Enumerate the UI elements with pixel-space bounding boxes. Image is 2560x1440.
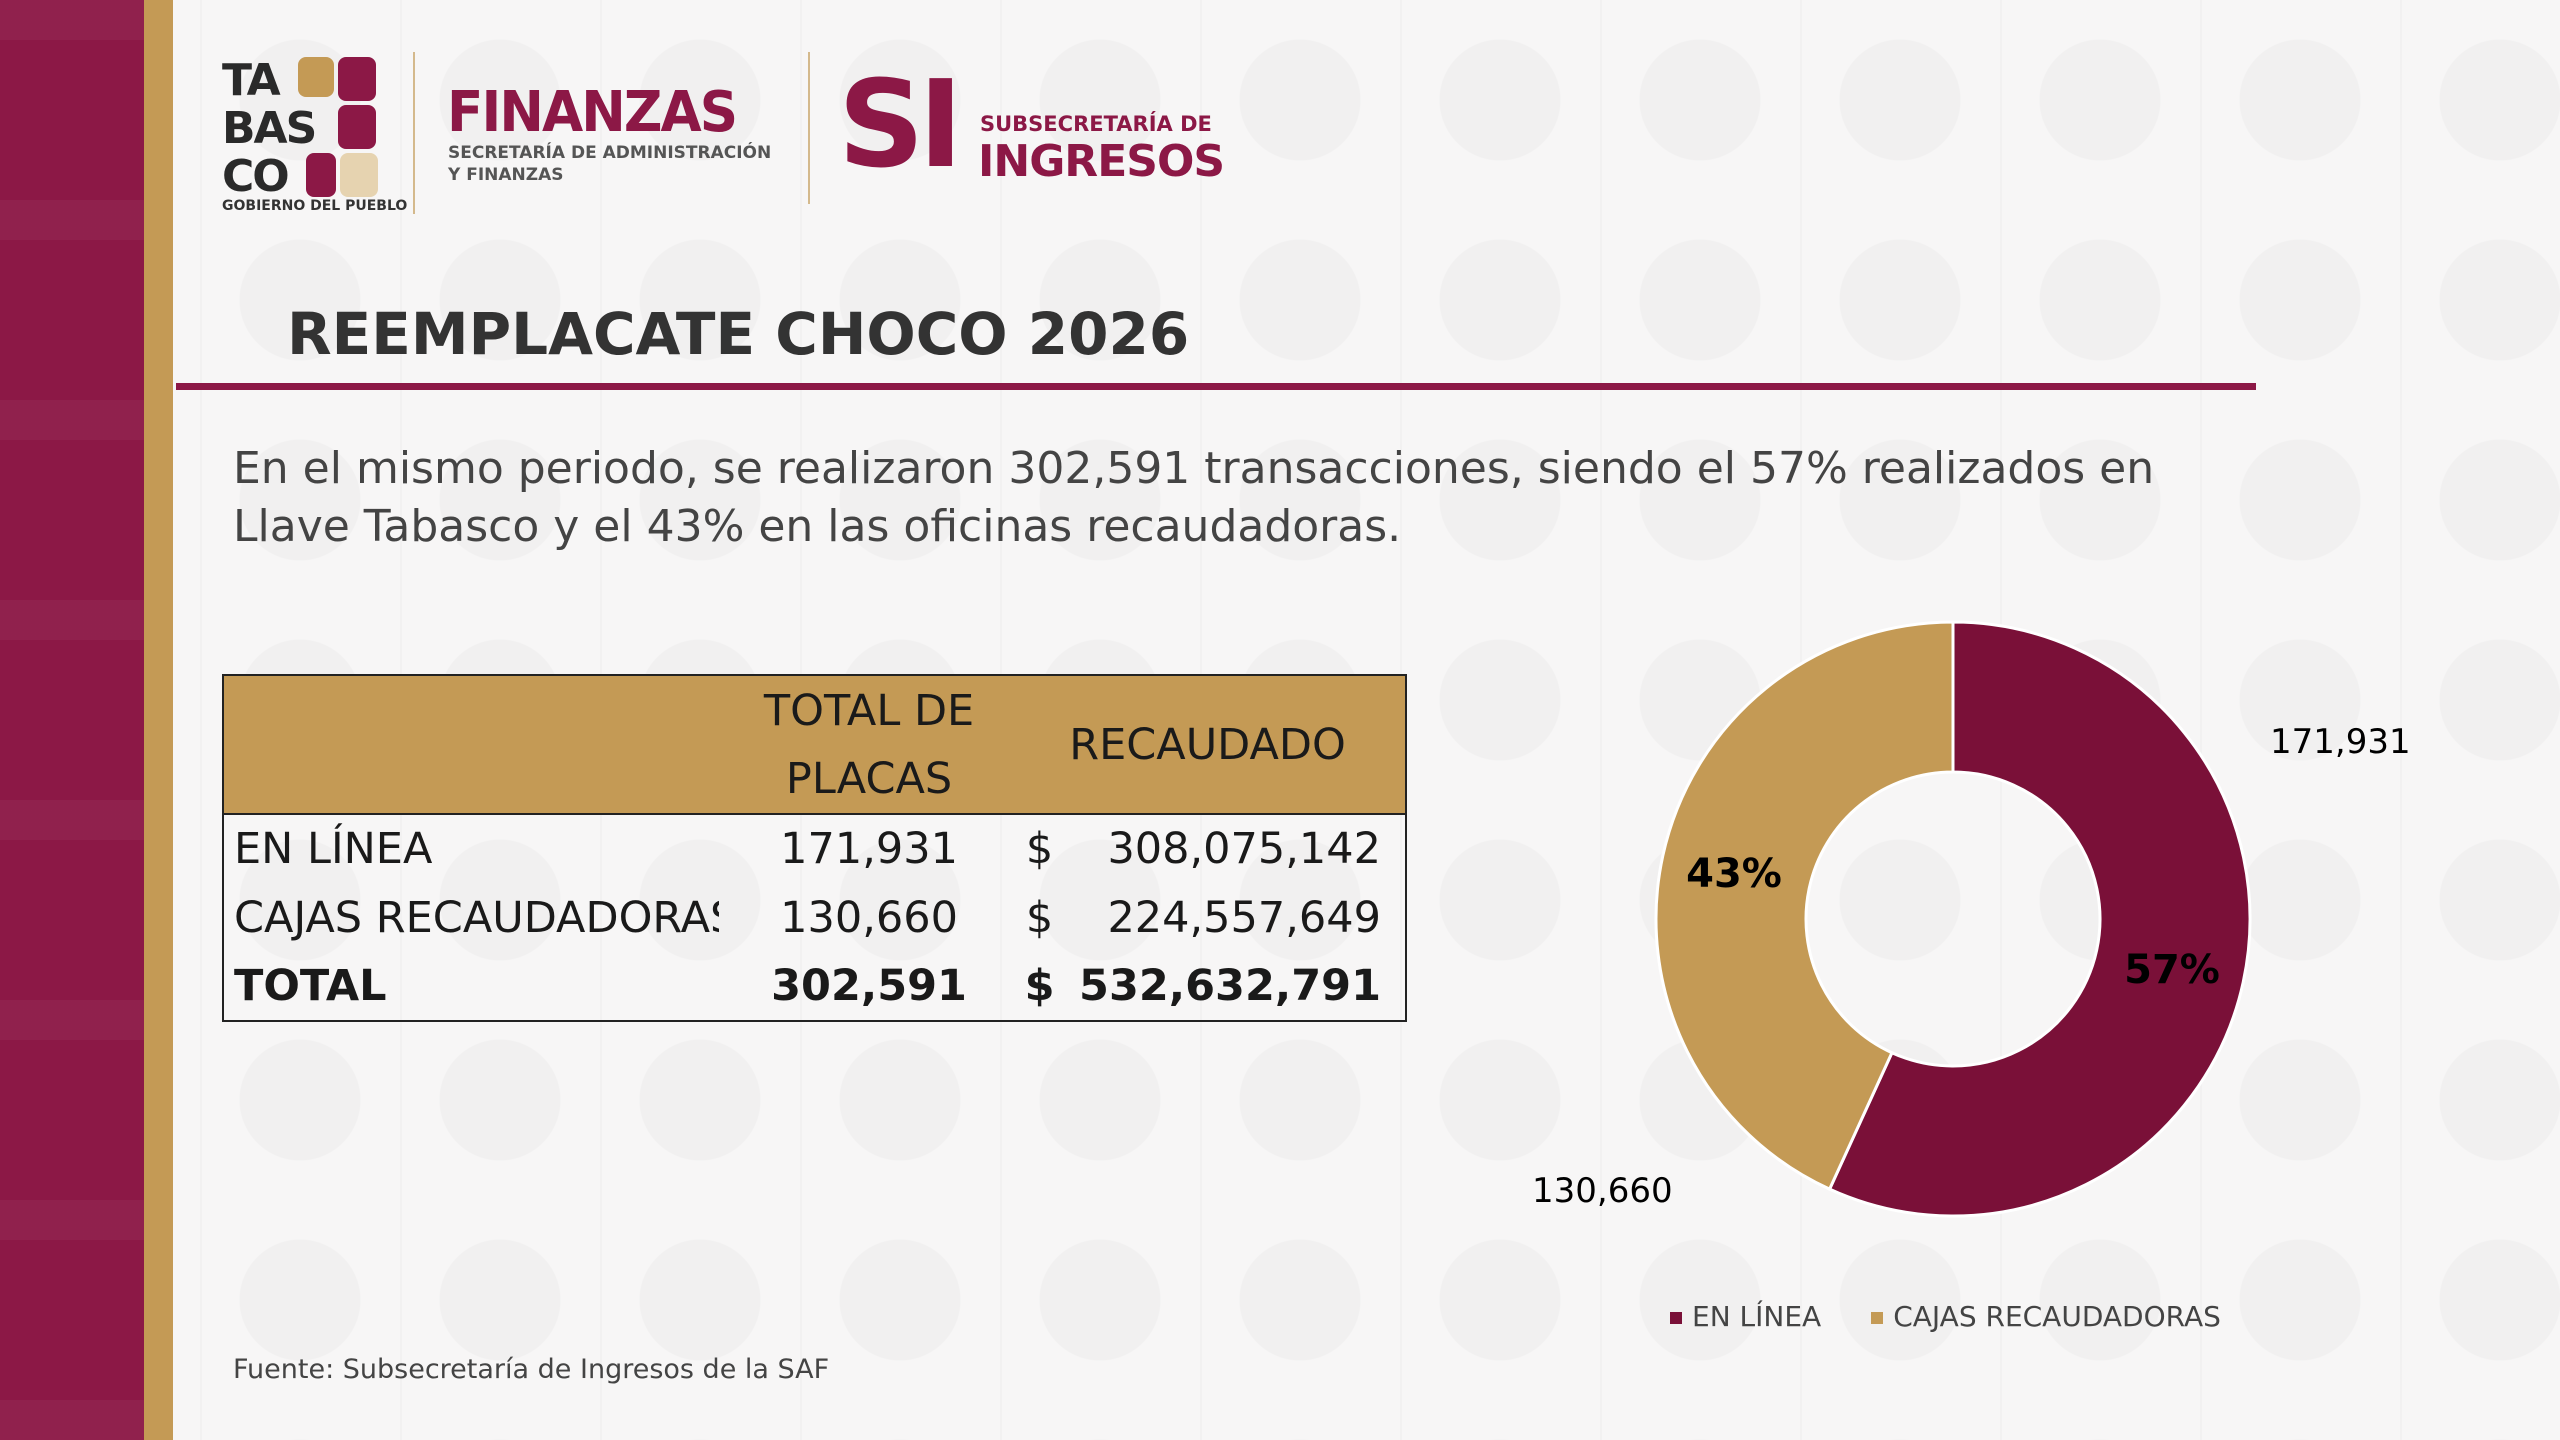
legend-swatch [1871,1312,1884,1324]
row-placas: 130,660 [780,892,958,943]
total-currency: $ [1024,961,1055,1011]
finanzas-subtitle: SECRETARÍA DE ADMINISTRACIÓN Y FINANZAS [448,142,771,186]
percent-label-en-linea: 57% [2124,947,2220,993]
legend-label: CAJAS RECAUDADORAS [1893,1300,2221,1333]
logo-line: BAS [222,103,317,154]
percent-label-cajas: 43% [1686,851,1782,897]
description: En el mismo periodo, se realizaron 302,5… [233,443,2155,552]
title-rule [176,383,2256,390]
logo-line: TA [222,55,281,106]
row-recaudado: 308,075,142 [1107,824,1381,874]
slice-cajas [1654,620,1955,1192]
row-recaudado: 224,557,649 [1107,892,1381,943]
table-row: CAJAS RECAUDADORAS 130,660 $ 224,557,649 [223,883,1406,952]
finanzas-sub1: SECRETARÍA DE ADMINISTRACIÓN [448,143,772,163]
divider [413,52,415,214]
table-header: TOTAL DE PLACAS RECAUDADO [223,675,1406,815]
header-recaudado: RECAUDADO [1010,675,1406,815]
value-label-en-linea: 171,931 [2270,722,2411,762]
header-placas: TOTAL DE PLACAS [728,675,1011,815]
chart-legend: EN LÍNEA CAJAS RECAUDADORAS [1670,1300,2221,1333]
gold-strip [144,0,173,1440]
legend-item-en-linea: EN LÍNEA [1670,1300,1821,1333]
total-placas: 302,591 [771,961,967,1011]
value-label-cajas: 130,660 [1532,1171,1673,1211]
table-total-row: TOTAL 302,591 $ 532,632,791 [223,952,1406,1021]
si-line1: SUBSECRETARÍA DE [980,112,1212,136]
row-currency: $ [1025,824,1054,874]
row-currency: $ [1025,892,1054,943]
logo-line: CO [222,151,290,202]
legend-swatch [1670,1312,1682,1324]
row-placas: 171,931 [780,824,958,874]
side-band [0,0,144,1440]
finanzas-name: FINANZAS [447,80,738,145]
si-line2: INGRESOS [978,136,1225,187]
legend-label: EN LÍNEA [1692,1300,1822,1333]
slice-en-linea [1827,620,2252,1218]
finanzas-sub2: Y FINANZAS [448,165,564,185]
row-label: CAJAS RECAUDADORAS [223,883,728,952]
legend-item-cajas: CAJAS RECAUDADORAS [1871,1300,2221,1333]
total-recaudado: 532,632,791 [1079,961,1381,1011]
logo-tagline: GOBIERNO DEL PUEBLO [222,198,408,214]
logo-tiles-icon [298,57,382,197]
summary-table: TOTAL DE PLACAS RECAUDADO EN LÍNEA 171,9… [222,674,1407,1022]
header-label [223,675,728,815]
row-label-text: CAJAS RECAUDADORAS [234,892,719,943]
divider [808,52,810,204]
source-note: Fuente: Subsecretaría de Ingresos de la … [233,1354,830,1385]
si-mark: SI [838,56,963,195]
total-label: TOTAL [234,961,387,1011]
page-title: REEMPLACATE CHOCO 2026 [287,300,1190,368]
table-row: EN LÍNEA 171,931 $ 308,075,142 [223,814,1406,883]
row-label: EN LÍNEA [234,824,433,874]
